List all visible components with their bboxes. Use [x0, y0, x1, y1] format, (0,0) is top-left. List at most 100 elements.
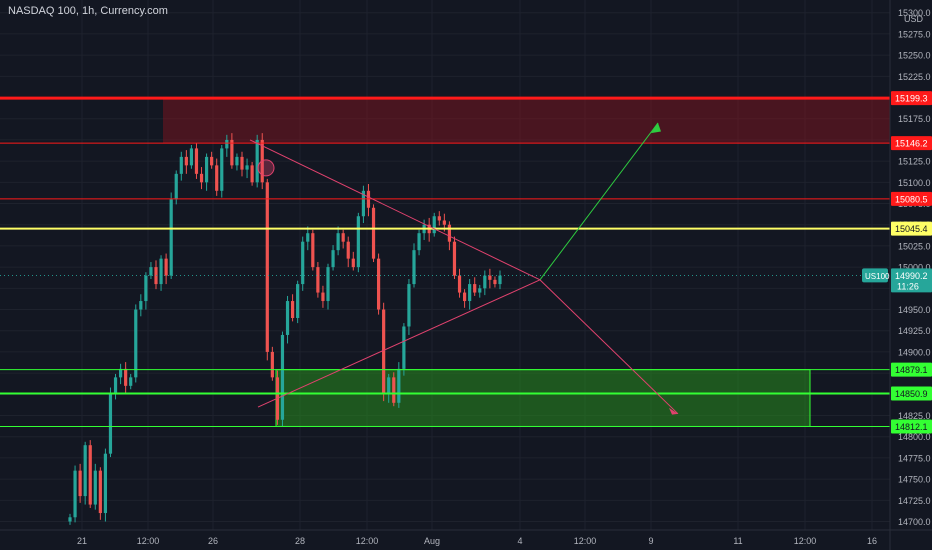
candle-body	[351, 258, 355, 268]
x-tick-label: 21	[77, 536, 87, 546]
candle-body	[169, 199, 173, 276]
currency-label: USD	[904, 14, 924, 24]
candle-body	[376, 258, 381, 310]
x-tick-label: 4	[517, 536, 522, 546]
level-price-label: 14879.1	[895, 365, 928, 375]
candle-body	[265, 182, 269, 352]
bullish-arrow	[539, 122, 659, 281]
level-price-tag	[891, 191, 932, 206]
level-price-tag	[891, 91, 932, 106]
candle-body	[184, 156, 188, 166]
y-tick-label: 15025.0	[898, 241, 931, 251]
candle-body	[483, 275, 487, 289]
candle-body	[159, 258, 163, 285]
countdown-label: 11:26	[897, 281, 919, 291]
chart-title: NASDAQ 100, 1h, Currency.com	[8, 5, 168, 17]
candle-body	[321, 292, 325, 302]
drawings	[249, 122, 679, 415]
level-price-tag	[891, 386, 932, 401]
candle-body	[356, 216, 360, 268]
x-tick-label: 9	[648, 536, 653, 546]
candle-body	[139, 301, 143, 310]
candle-body	[118, 368, 123, 378]
y-tick-label: 15225.0	[898, 72, 931, 82]
y-tick-label: 15250.0	[898, 51, 931, 61]
candle-body	[412, 250, 416, 285]
level-price-label: 14812.1	[895, 422, 928, 432]
candle-body	[498, 275, 502, 285]
level-price-label: 14850.9	[895, 389, 928, 399]
candle-body	[468, 284, 472, 302]
candle-body	[311, 233, 315, 268]
candle-body	[290, 301, 295, 318]
candle-body	[93, 470, 97, 505]
candle-body	[331, 250, 335, 268]
candle-body	[215, 165, 219, 191]
candle-body	[230, 139, 234, 166]
candle-body	[108, 394, 113, 454]
candle-body	[442, 220, 446, 225]
candle-body	[179, 156, 183, 174]
level-price-label: 15045.4	[895, 224, 928, 234]
last-price-tag	[891, 268, 932, 293]
y-tick-label: 14800.0	[898, 432, 931, 442]
level-price-tag	[891, 419, 932, 434]
candle-body	[194, 148, 199, 174]
y-tick-label: 14700.0	[898, 517, 931, 527]
candle-body	[392, 377, 396, 403]
candle-body	[240, 156, 244, 170]
candle-body	[220, 148, 224, 191]
candles	[68, 133, 502, 525]
candle-body	[255, 139, 259, 183]
candle-body	[478, 288, 482, 293]
time-axis[interactable]: 21 12:00 26 28 12:00 Aug 4 12:00 9 11 12:00 16	[0, 529, 932, 546]
candle-body	[316, 267, 320, 293]
candle-body	[129, 377, 133, 386]
candle-body	[437, 216, 441, 221]
candle-body	[235, 156, 239, 166]
x-tick-label: Aug	[424, 536, 440, 546]
candle-body	[382, 309, 386, 395]
candle-body	[204, 156, 209, 183]
candle-body	[402, 326, 406, 369]
x-tick-label: 11	[733, 536, 742, 546]
candle-body	[341, 233, 345, 242]
candle-body	[73, 470, 77, 518]
y-tick-label: 15000.0	[898, 263, 931, 273]
y-tick-label: 15175.0	[898, 114, 931, 124]
candle-body	[174, 173, 178, 200]
support-zone	[275, 369, 811, 427]
level-price-label: 15080.5	[895, 194, 928, 204]
symbol-label: US100	[865, 272, 890, 281]
x-tick-label: 28	[295, 536, 305, 546]
candle-body	[134, 309, 138, 378]
bearish-arrow	[539, 279, 679, 415]
candle-body	[285, 301, 290, 335]
candle-body	[270, 351, 274, 378]
y-tick-label: 15100.0	[898, 178, 931, 188]
x-tick-label: 12:00	[356, 536, 379, 546]
y-tick-label: 14925.0	[898, 326, 931, 336]
candle-body	[462, 292, 467, 302]
candle-body	[210, 156, 214, 166]
level-price-tag	[891, 362, 932, 377]
candle-body	[397, 368, 401, 403]
x-tick-label: 12:00	[574, 536, 597, 546]
candle-body	[371, 207, 376, 259]
candle-body	[407, 284, 411, 327]
y-tick-label: 14775.0	[898, 453, 931, 463]
symbol-tag	[862, 268, 888, 283]
candle-body	[326, 267, 330, 302]
candle-body	[488, 275, 492, 280]
y-tick-label: 15275.0	[898, 29, 931, 39]
level-price-tag	[891, 136, 932, 151]
x-tick-label: 26	[208, 536, 218, 546]
candle-body	[78, 470, 82, 497]
candle-body	[88, 445, 92, 505]
candle-body	[387, 377, 391, 395]
y-tick-label: 15300.0	[898, 8, 931, 18]
candle-body	[457, 275, 462, 293]
candle-body	[432, 216, 436, 234]
